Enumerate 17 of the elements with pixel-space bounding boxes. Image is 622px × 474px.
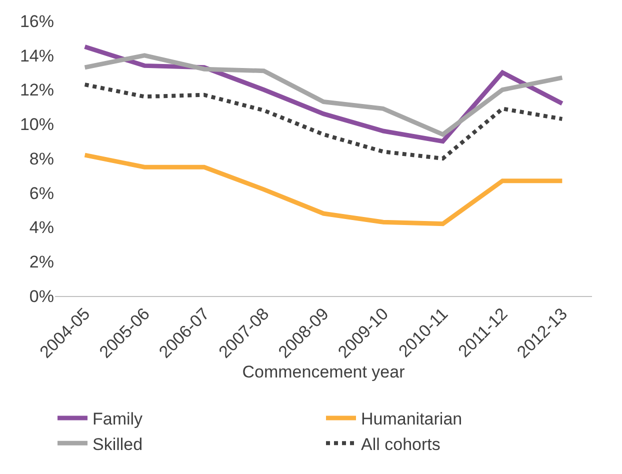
y-tick-label: 4% <box>29 218 54 238</box>
x-axis-title: Commencement year <box>242 362 406 382</box>
legend-label: Family <box>92 410 144 429</box>
y-tick-label: 8% <box>29 149 54 168</box>
y-tick-label: 10% <box>20 115 54 134</box>
legend-label: All cohorts <box>361 434 440 454</box>
y-tick-label: 14% <box>20 46 54 66</box>
legend-label: Humanitarian <box>361 410 462 429</box>
line-series <box>82 152 564 226</box>
legend-label: Skilled <box>92 434 143 454</box>
y-tick-label: 12% <box>20 80 54 100</box>
line-series <box>82 82 564 160</box>
line-series <box>82 53 564 137</box>
y-tick-label: 0% <box>29 286 54 306</box>
y-tick-label: 6% <box>29 184 54 203</box>
y-tick-label: 16% <box>20 12 54 31</box>
y-tick-label: 2% <box>29 252 54 272</box>
